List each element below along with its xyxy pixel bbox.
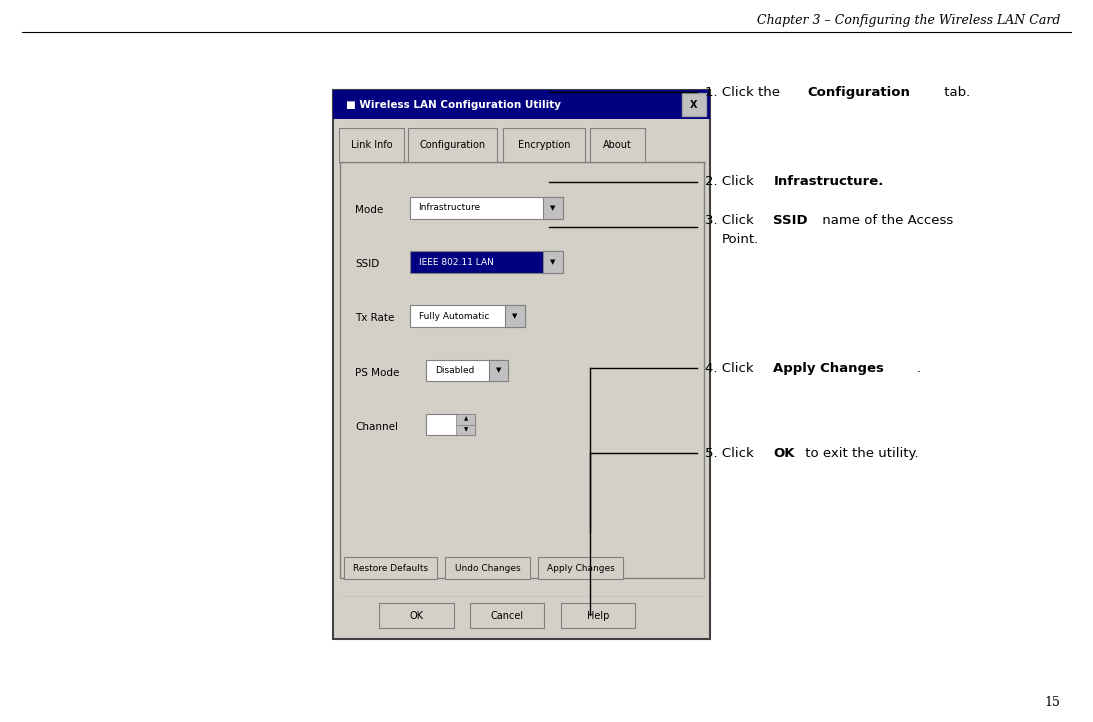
Text: to exit the utility.: to exit the utility. xyxy=(801,447,919,460)
FancyBboxPatch shape xyxy=(333,90,710,639)
FancyBboxPatch shape xyxy=(489,360,508,381)
FancyBboxPatch shape xyxy=(344,557,437,579)
Text: Cancel: Cancel xyxy=(491,611,524,620)
Text: About: About xyxy=(603,140,632,150)
FancyBboxPatch shape xyxy=(333,90,710,119)
FancyBboxPatch shape xyxy=(339,128,404,162)
Text: Help: Help xyxy=(587,611,609,620)
Text: 4. Click: 4. Click xyxy=(705,362,757,375)
Text: Configuration: Configuration xyxy=(808,86,910,99)
Text: IEEE 802.11 LAN: IEEE 802.11 LAN xyxy=(419,258,494,266)
Text: name of the Access: name of the Access xyxy=(818,214,953,227)
Text: Tx Rate: Tx Rate xyxy=(355,313,395,323)
FancyBboxPatch shape xyxy=(445,557,530,579)
FancyBboxPatch shape xyxy=(503,128,585,162)
Text: 5. Click: 5. Click xyxy=(705,447,757,460)
Text: Disabled: Disabled xyxy=(435,366,474,375)
Text: Channel: Channel xyxy=(355,422,398,432)
Text: .: . xyxy=(916,362,920,375)
Text: Infrastructure.: Infrastructure. xyxy=(774,175,884,188)
FancyBboxPatch shape xyxy=(543,197,563,219)
Text: Point.: Point. xyxy=(721,233,759,246)
Text: Encryption: Encryption xyxy=(517,140,571,150)
Text: Configuration: Configuration xyxy=(420,140,485,150)
Text: Fully Automatic: Fully Automatic xyxy=(419,312,489,321)
Text: SSID: SSID xyxy=(774,214,808,227)
Text: ■ Wireless LAN Configuration Utility: ■ Wireless LAN Configuration Utility xyxy=(346,100,562,110)
Text: ▼: ▼ xyxy=(463,427,468,432)
Text: OK: OK xyxy=(774,447,795,460)
Text: ▼: ▼ xyxy=(551,205,555,211)
FancyBboxPatch shape xyxy=(340,162,704,578)
Text: ▼: ▼ xyxy=(551,259,555,265)
Text: 3. Click: 3. Click xyxy=(705,214,757,227)
FancyBboxPatch shape xyxy=(410,197,563,219)
Text: tab.: tab. xyxy=(940,86,971,99)
FancyBboxPatch shape xyxy=(538,557,623,579)
FancyBboxPatch shape xyxy=(543,251,563,273)
Text: 1. Click the: 1. Click the xyxy=(705,86,785,99)
Text: Restore Defaults: Restore Defaults xyxy=(353,564,428,573)
FancyBboxPatch shape xyxy=(410,251,563,273)
Text: X: X xyxy=(691,100,697,110)
Text: ▼: ▼ xyxy=(496,367,501,373)
FancyBboxPatch shape xyxy=(470,603,544,628)
FancyBboxPatch shape xyxy=(456,425,475,435)
Text: ▼: ▼ xyxy=(513,313,517,319)
FancyBboxPatch shape xyxy=(426,414,475,435)
Text: ▲: ▲ xyxy=(463,417,468,422)
FancyBboxPatch shape xyxy=(408,128,497,162)
FancyBboxPatch shape xyxy=(410,305,525,327)
Text: 15: 15 xyxy=(1044,696,1060,709)
Text: Apply Changes: Apply Changes xyxy=(773,362,884,375)
FancyBboxPatch shape xyxy=(682,93,706,116)
FancyBboxPatch shape xyxy=(590,128,645,162)
FancyBboxPatch shape xyxy=(505,305,525,327)
FancyBboxPatch shape xyxy=(456,414,475,425)
FancyBboxPatch shape xyxy=(426,360,508,381)
Text: 2. Click: 2. Click xyxy=(705,175,757,188)
Text: Mode: Mode xyxy=(355,205,384,215)
Text: Apply Changes: Apply Changes xyxy=(546,564,614,573)
Text: Infrastructure: Infrastructure xyxy=(419,204,481,212)
Text: SSID: SSID xyxy=(355,259,379,269)
Text: Undo Changes: Undo Changes xyxy=(455,564,520,573)
Text: OK: OK xyxy=(410,611,423,620)
FancyBboxPatch shape xyxy=(561,603,635,628)
Text: Link Info: Link Info xyxy=(351,140,392,150)
Text: PS Mode: PS Mode xyxy=(355,367,400,378)
Text: Chapter 3 – Configuring the Wireless LAN Card: Chapter 3 – Configuring the Wireless LAN… xyxy=(756,14,1060,27)
FancyBboxPatch shape xyxy=(379,603,454,628)
